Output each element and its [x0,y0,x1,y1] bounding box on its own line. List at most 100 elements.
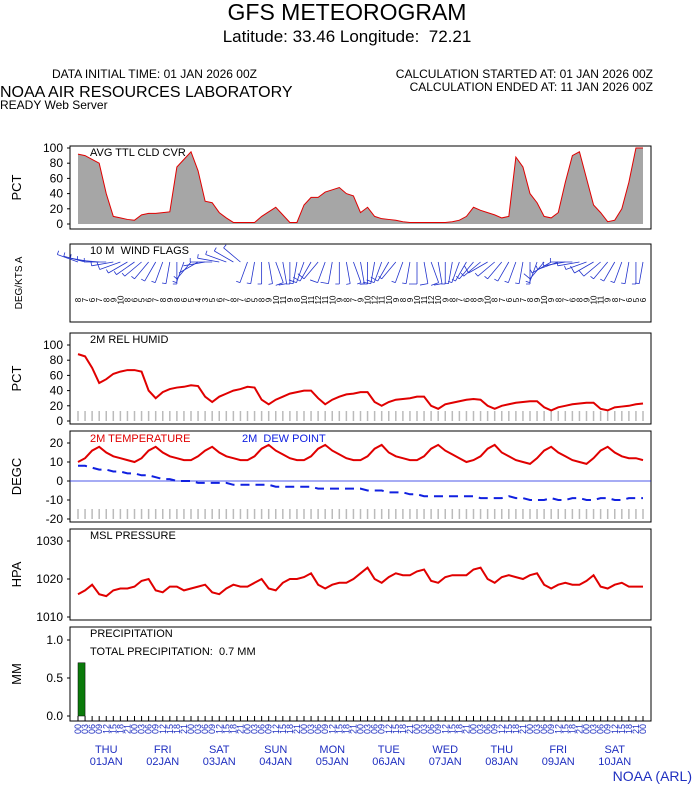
y-tick-label: 20 [50,399,64,413]
wind-barb [366,261,383,284]
wind-barb [183,261,206,267]
wind-speed-label: 9 [533,297,542,302]
y-tick-label: 0 [56,414,63,428]
y-tick-label: 1030 [36,534,63,548]
wind-barb [197,254,220,263]
x-tick-label: 15 [108,724,118,734]
y-tick-label: 60 [50,171,64,185]
wind-speed-label: 5 [512,297,521,302]
date-label: 08JAN [485,756,518,768]
x-tick-label: 21 [235,724,245,734]
wind-speed-label: 7 [152,297,161,302]
x-tick-label: 03 [193,724,203,734]
wind-barb [635,261,644,285]
wind-speed-label: 6 [462,297,471,302]
x-tick-label: 12 [553,724,563,734]
wind-barb [409,262,418,285]
x-tick-label: 12 [327,724,337,734]
panel-frame [69,332,652,425]
x-tick-label: 18 [285,724,295,734]
wind-speed-label: 10 [364,295,373,304]
x-tick-label: 15 [504,724,514,734]
wind-speed-label: 8 [159,297,168,302]
wind-speed-label: 10 [540,295,549,304]
wind-speed-label: 8 [470,297,479,302]
wind-speed-label: 8 [491,297,500,302]
wind-barb [223,244,241,263]
wind-barb [278,261,288,286]
y-axis-label: HPA [9,561,24,587]
x-tick-label: 18 [341,724,351,734]
series-line [77,566,643,598]
x-tick-label: 21 [574,724,584,734]
x-tick-label: 09 [377,724,387,734]
wind-speed-label: 5 [187,297,196,302]
date-label: 07JAN [429,756,462,768]
wind-barb [106,261,128,274]
wind-speed-label: 7 [95,297,104,302]
x-tick-label: 15 [221,724,231,734]
x-tick-label: 09 [94,724,104,734]
wind-speed-label: 8 [258,297,267,302]
wind-speed-label: 11 [597,295,606,304]
wind-barb [370,261,390,282]
x-tick-label: 09 [207,724,217,734]
x-tick-label: 18 [511,724,521,734]
x-tick-label: 18 [228,724,238,734]
wind-barb [172,262,178,285]
wind-speed-label: 7 [81,297,90,302]
wind-speed-label: 8 [342,297,351,302]
y-tick-label: 100 [43,338,63,352]
legend-entry: 2M DEW POINT [242,433,326,445]
x-tick-label: 21 [405,724,415,734]
wind-speed-label: 10 [328,295,337,304]
x-tick-label: 03 [419,724,429,734]
date-label: 02JAN [146,756,179,768]
wind-speed-label: 8 [575,297,584,302]
wind-speed-label: 7 [561,297,570,302]
wind-barb [173,261,192,280]
wind-speed-label: 10 [484,295,493,304]
date-label: 01JAN [90,756,123,768]
wind-barb [378,261,397,280]
day-label: SAT [209,744,230,756]
wind-barb [535,261,559,270]
wind-speed-label: 11 [378,295,387,304]
annotation: TOTAL PRECIPITATION: 0.7 MM [90,646,256,658]
wind-speed-label: 7 [519,297,528,302]
wind-barb [621,261,630,285]
wind-speed-label: 11 [307,295,316,304]
x-tick-label: 21 [348,724,358,734]
x-tick-label: 09 [433,724,443,734]
wind-barb [83,258,107,263]
wind-barb [556,261,580,267]
wind-speed-label: 6 [145,297,154,302]
wind-barb [90,261,114,267]
wind-barb [430,261,440,286]
wind-speed-label: 6 [625,297,634,302]
wind-barb [610,261,623,284]
wind-barb [246,261,255,285]
wind-speed-label: 6 [131,297,140,302]
wind-speed-label: 6 [244,297,253,302]
wind-speed-label: 7 [222,297,231,302]
wind-speed-label: 9 [604,297,613,302]
x-tick-label: 09 [546,724,556,734]
y-tick-label: 40 [50,384,64,398]
date-label: 05JAN [316,756,349,768]
x-tick-label: 06 [370,724,380,734]
wind-speed-label: 9 [406,297,415,302]
x-tick-label: 06 [144,724,154,734]
wind-barb [434,261,443,286]
wind-barb [549,258,573,263]
x-tick-label: 15 [560,724,570,734]
wind-speed-label: 12 [371,295,380,304]
wind-barb [447,261,460,284]
x-tick-label: 15 [334,724,344,734]
wind-speed-label: 9 [547,297,556,302]
footer: NOAA (ARL) [613,768,692,784]
x-tick-label: 06 [539,724,549,734]
x-tick-label: 12 [497,724,507,734]
x-tick-label: 18 [624,724,634,734]
y-tick-label: 0 [56,474,63,488]
